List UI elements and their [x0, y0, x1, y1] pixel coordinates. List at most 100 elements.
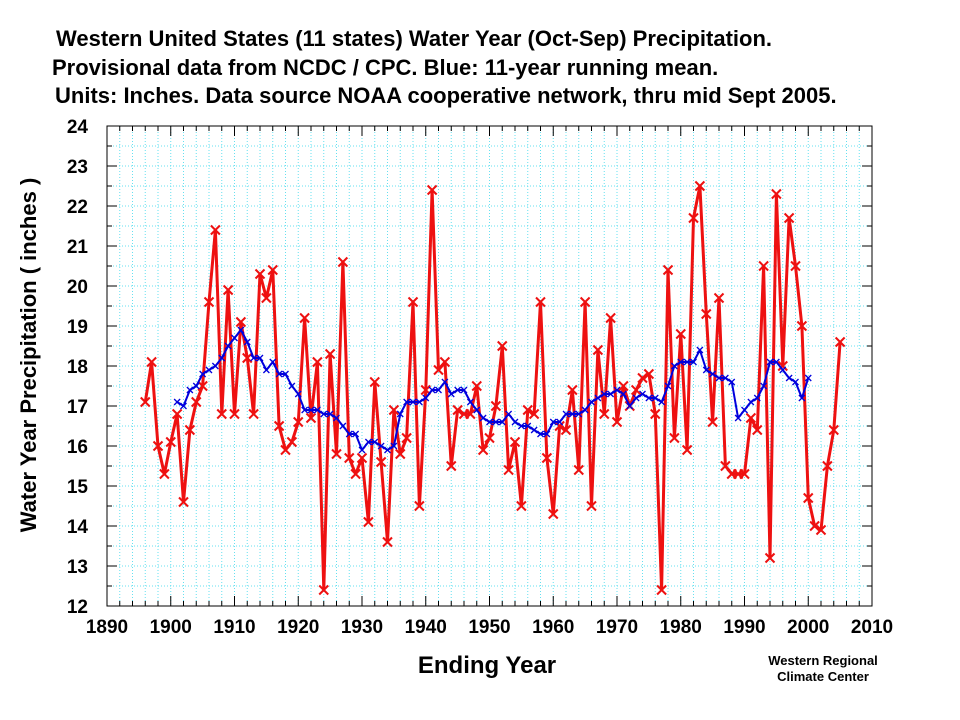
- point-marker-stroke: [388, 404, 400, 416]
- point-marker-stroke: [384, 446, 391, 454]
- data-point-annual: [210, 224, 221, 236]
- data-point-running-mean: [728, 378, 736, 386]
- data-point-annual: [401, 432, 412, 444]
- data-point-running-mean: [645, 394, 653, 402]
- point-marker-stroke: [409, 398, 417, 406]
- data-point-annual: [203, 296, 215, 308]
- data-point-running-mean: [326, 410, 334, 418]
- data-point-running-mean: [626, 402, 634, 410]
- point-marker-stroke: [356, 452, 368, 464]
- point-marker-stroke: [669, 432, 680, 444]
- data-point-running-mean: [231, 334, 238, 342]
- x-tick-label: 1970: [596, 617, 638, 638]
- point-marker-stroke: [548, 508, 559, 520]
- data-point-running-mean: [594, 394, 602, 402]
- data-point-annual: [152, 440, 164, 452]
- data-point-running-mean: [288, 382, 296, 390]
- point-marker-stroke: [173, 398, 181, 406]
- point-marker-stroke: [441, 378, 449, 386]
- data-point-running-mean: [320, 410, 328, 418]
- point-marker-stroke: [613, 386, 621, 394]
- data-point-annual: [375, 456, 387, 468]
- data-point-running-mean: [639, 390, 646, 398]
- point-marker-stroke: [407, 296, 419, 308]
- point-marker-stroke: [305, 412, 317, 424]
- data-point-annual: [184, 424, 196, 436]
- data-point-annual: [522, 404, 533, 416]
- axis-ticks: [106, 125, 873, 607]
- data-point-running-mean: [333, 414, 340, 422]
- point-marker-stroke: [146, 356, 157, 368]
- data-point-running-mean: [218, 354, 226, 362]
- point-marker-stroke: [454, 386, 462, 394]
- data-point-annual: [796, 320, 808, 332]
- data-point-annual: [611, 416, 623, 428]
- point-marker-stroke: [484, 432, 495, 444]
- data-point-running-mean: [428, 386, 436, 394]
- data-point-annual: [254, 268, 266, 280]
- data-point-annual: [828, 424, 839, 436]
- point-marker-stroke: [760, 382, 768, 390]
- point-marker-stroke: [594, 394, 602, 402]
- data-point-running-mean: [741, 406, 748, 414]
- data-point-annual: [809, 520, 820, 532]
- data-point-annual: [548, 508, 559, 520]
- point-marker-stroke: [560, 424, 572, 436]
- point-marker-stroke: [528, 408, 540, 420]
- data-point-running-mean: [250, 354, 258, 362]
- data-point-annual: [764, 552, 776, 564]
- data-point-running-mean: [613, 386, 621, 394]
- y-axis-label: Water Year Precipitation ( inches ): [16, 178, 41, 533]
- point-marker-stroke: [471, 380, 482, 392]
- data-point-running-mean: [211, 362, 219, 370]
- point-marker-stroke: [734, 414, 742, 422]
- point-marker-stroke: [497, 340, 508, 352]
- data-point-running-mean: [549, 418, 557, 426]
- point-marker-stroke: [511, 418, 519, 426]
- data-point-annual: [356, 452, 368, 464]
- x-tick-label: 1980: [660, 617, 702, 638]
- point-marker-stroke: [447, 390, 455, 398]
- data-point-annual: [599, 408, 610, 420]
- point-marker-stroke: [758, 260, 769, 272]
- point-marker-stroke: [688, 212, 699, 224]
- data-point-annual: [745, 412, 757, 424]
- data-point-running-mean: [715, 374, 723, 382]
- credit-line-1: Western Regional: [768, 653, 878, 668]
- data-point-annual: [503, 464, 514, 476]
- point-marker-stroke: [165, 436, 176, 448]
- point-marker-stroke: [256, 354, 264, 362]
- point-marker-stroke: [352, 430, 360, 438]
- point-marker-stroke: [486, 418, 493, 426]
- data-point-running-mean: [237, 326, 245, 334]
- point-marker-stroke: [364, 438, 372, 446]
- point-marker-stroke: [694, 180, 706, 192]
- point-marker-stroke: [579, 296, 591, 308]
- data-point-running-mean: [377, 442, 385, 450]
- point-marker-stroke: [783, 212, 795, 224]
- credit-label: Western Regional Climate Center: [748, 653, 898, 685]
- data-point-running-mean: [345, 430, 353, 438]
- data-point-annual: [720, 460, 731, 472]
- data-point-running-mean: [696, 346, 704, 354]
- point-marker-stroke: [509, 436, 521, 448]
- point-marker-stroke: [222, 284, 234, 296]
- point-marker-stroke: [696, 346, 704, 354]
- data-point-running-mean: [192, 382, 200, 390]
- point-marker-stroke: [707, 416, 718, 428]
- data-point-running-mean: [505, 410, 513, 418]
- point-marker-stroke: [479, 414, 487, 422]
- data-point-annual: [560, 424, 572, 436]
- data-point-annual: [688, 212, 699, 224]
- y-tick-label: 14: [67, 517, 89, 538]
- data-point-annual: [216, 408, 227, 420]
- point-marker-stroke: [435, 386, 442, 394]
- data-point-annual: [159, 468, 170, 480]
- data-point-running-mean: [709, 370, 717, 378]
- point-marker-stroke: [159, 468, 170, 480]
- point-marker-stroke: [683, 358, 691, 366]
- point-marker-stroke: [785, 374, 793, 382]
- point-marker-stroke: [790, 260, 801, 272]
- data-point-running-mean: [683, 358, 691, 366]
